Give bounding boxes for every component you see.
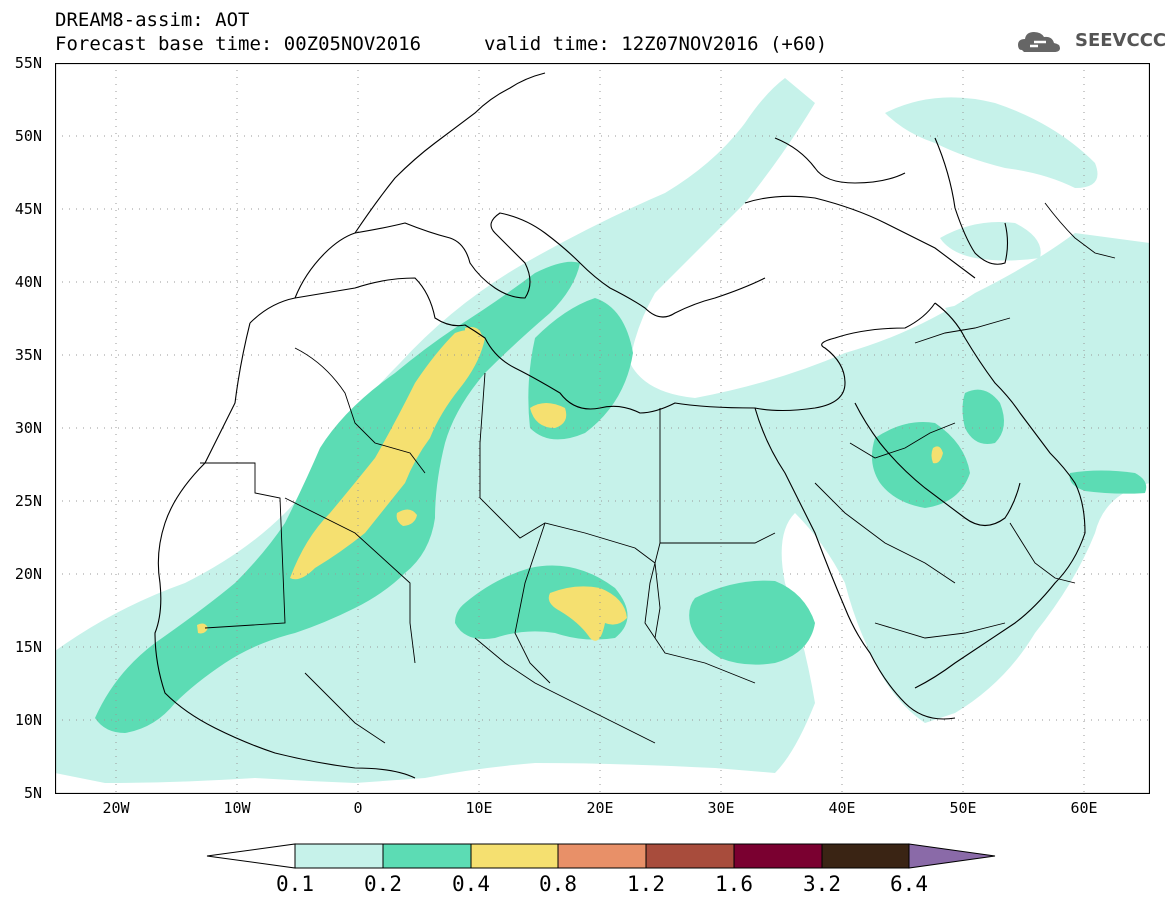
aot-map: [55, 63, 1150, 794]
lon-label-20e: 20E: [586, 799, 614, 817]
lat-label-40n: 40N: [14, 273, 42, 291]
country-borders: [200, 202, 1116, 744]
graticule: [55, 63, 1150, 794]
lat-label-5n: 5N: [23, 784, 42, 802]
lon-label-10w: 10W: [223, 799, 251, 817]
lat-label-25n: 25N: [14, 492, 42, 510]
colorbar-low-arrow: [206, 843, 296, 869]
colorbar-high-arrow: [908, 843, 996, 869]
valid-time: valid time: 12Z07NOV2016 (+60): [484, 33, 828, 55]
lon-label-50e: 50E: [949, 799, 977, 817]
map-title: DREAM8-assim: AOT: [55, 9, 250, 31]
colorbar-bin-6: [733, 843, 823, 869]
colorbar-label: 0.1: [276, 872, 314, 896]
colorbar-label: 0.8: [539, 872, 577, 896]
lon-label-60e: 60E: [1070, 799, 1098, 817]
lat-label-35n: 35N: [14, 346, 42, 364]
colorbar-label: 6.4: [890, 872, 928, 896]
forecast-base-time: Forecast base time: 00Z05NOV2016: [55, 33, 422, 55]
lat-label-55n: 55N: [14, 54, 42, 72]
colorbar-bin-3: [470, 843, 559, 869]
lat-label-45n: 45N: [14, 200, 42, 218]
cloud-icon: [1018, 32, 1060, 52]
lat-label-20n: 20N: [14, 565, 42, 583]
colorbar-label: 0.4: [452, 872, 490, 896]
lon-label-0: 0: [353, 799, 363, 817]
lat-label-15n: 15N: [14, 638, 42, 656]
colorbar-label: 1.6: [715, 872, 753, 896]
colorbar-label: 1.2: [627, 872, 665, 896]
lon-label-20w: 20W: [102, 799, 130, 817]
colorbar-bin-2: [382, 843, 472, 869]
aot-colorbar: [206, 843, 996, 869]
lon-label-30e: 30E: [707, 799, 735, 817]
logo-text: SEEVCCC: [1075, 30, 1165, 51]
colorbar-bin-1: [294, 843, 384, 869]
colorbar-label: 0.2: [364, 872, 402, 896]
colorbar-bin-4: [557, 843, 647, 869]
colorbar-bin-5: [645, 843, 735, 869]
lon-label-40e: 40E: [828, 799, 856, 817]
lat-label-30n: 30N: [14, 419, 42, 437]
colorbar-label: 3.2: [803, 872, 841, 896]
lat-label-10n: 10N: [14, 711, 42, 729]
lat-label-50n: 50N: [14, 127, 42, 145]
lon-label-10e: 10E: [465, 799, 493, 817]
coastlines: [154, 72, 1086, 779]
aot-high-field: [197, 327, 943, 641]
colorbar-bin-7: [821, 843, 910, 869]
